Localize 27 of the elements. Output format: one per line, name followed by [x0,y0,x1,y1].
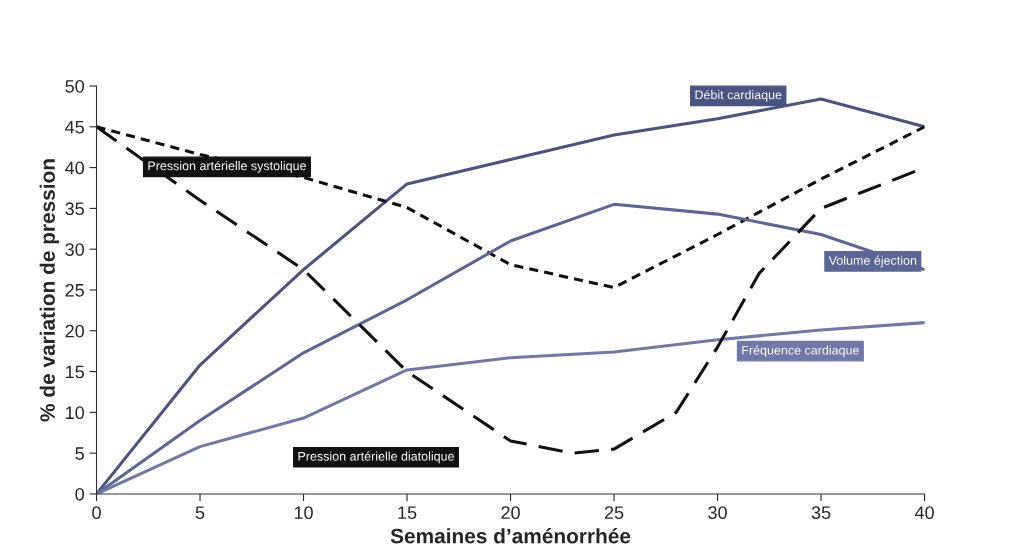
text: Pression artérielle diatolique [298,451,454,464]
y-tick-label: 0 [75,487,85,501]
x-tick-label: 10 [294,506,313,520]
y-tick-label: 15 [66,365,84,379]
y-tick-label: 30 [65,243,85,256]
y-tick-label: 45 [65,120,84,134]
series-label: Pression artérielle systolique [148,160,306,173]
x-tick-label: 5 [195,506,205,520]
x-tick-label: 25 [604,506,624,520]
x-tick-label: 15 [398,506,417,520]
y-tick-label: 25 [65,283,84,297]
x-tick-label: 40 [914,506,934,520]
y-tick-label: 50 [65,79,85,93]
y-tick-label: 20 [65,324,85,338]
y-tick-label: 5 [75,447,84,460]
x-tick-label: 35 [811,506,831,520]
y-tick-label: 10 [66,406,85,420]
series-label: Débit cardiaque [695,89,782,102]
x-tick-label: 30 [708,506,727,520]
x-tick-label: 0 [92,506,101,520]
series-label: Fréquence cardiaque [742,345,859,358]
x-tick-label: 20 [501,506,520,520]
series-label: Volume éjection [828,255,917,268]
y-axis-title: % de variation de pression [39,159,60,422]
x-axis-title: Semaines d’aménorrhée [390,527,631,544]
y-tick-label: 40 [65,161,85,175]
y-tick-label: 35 [65,202,84,216]
